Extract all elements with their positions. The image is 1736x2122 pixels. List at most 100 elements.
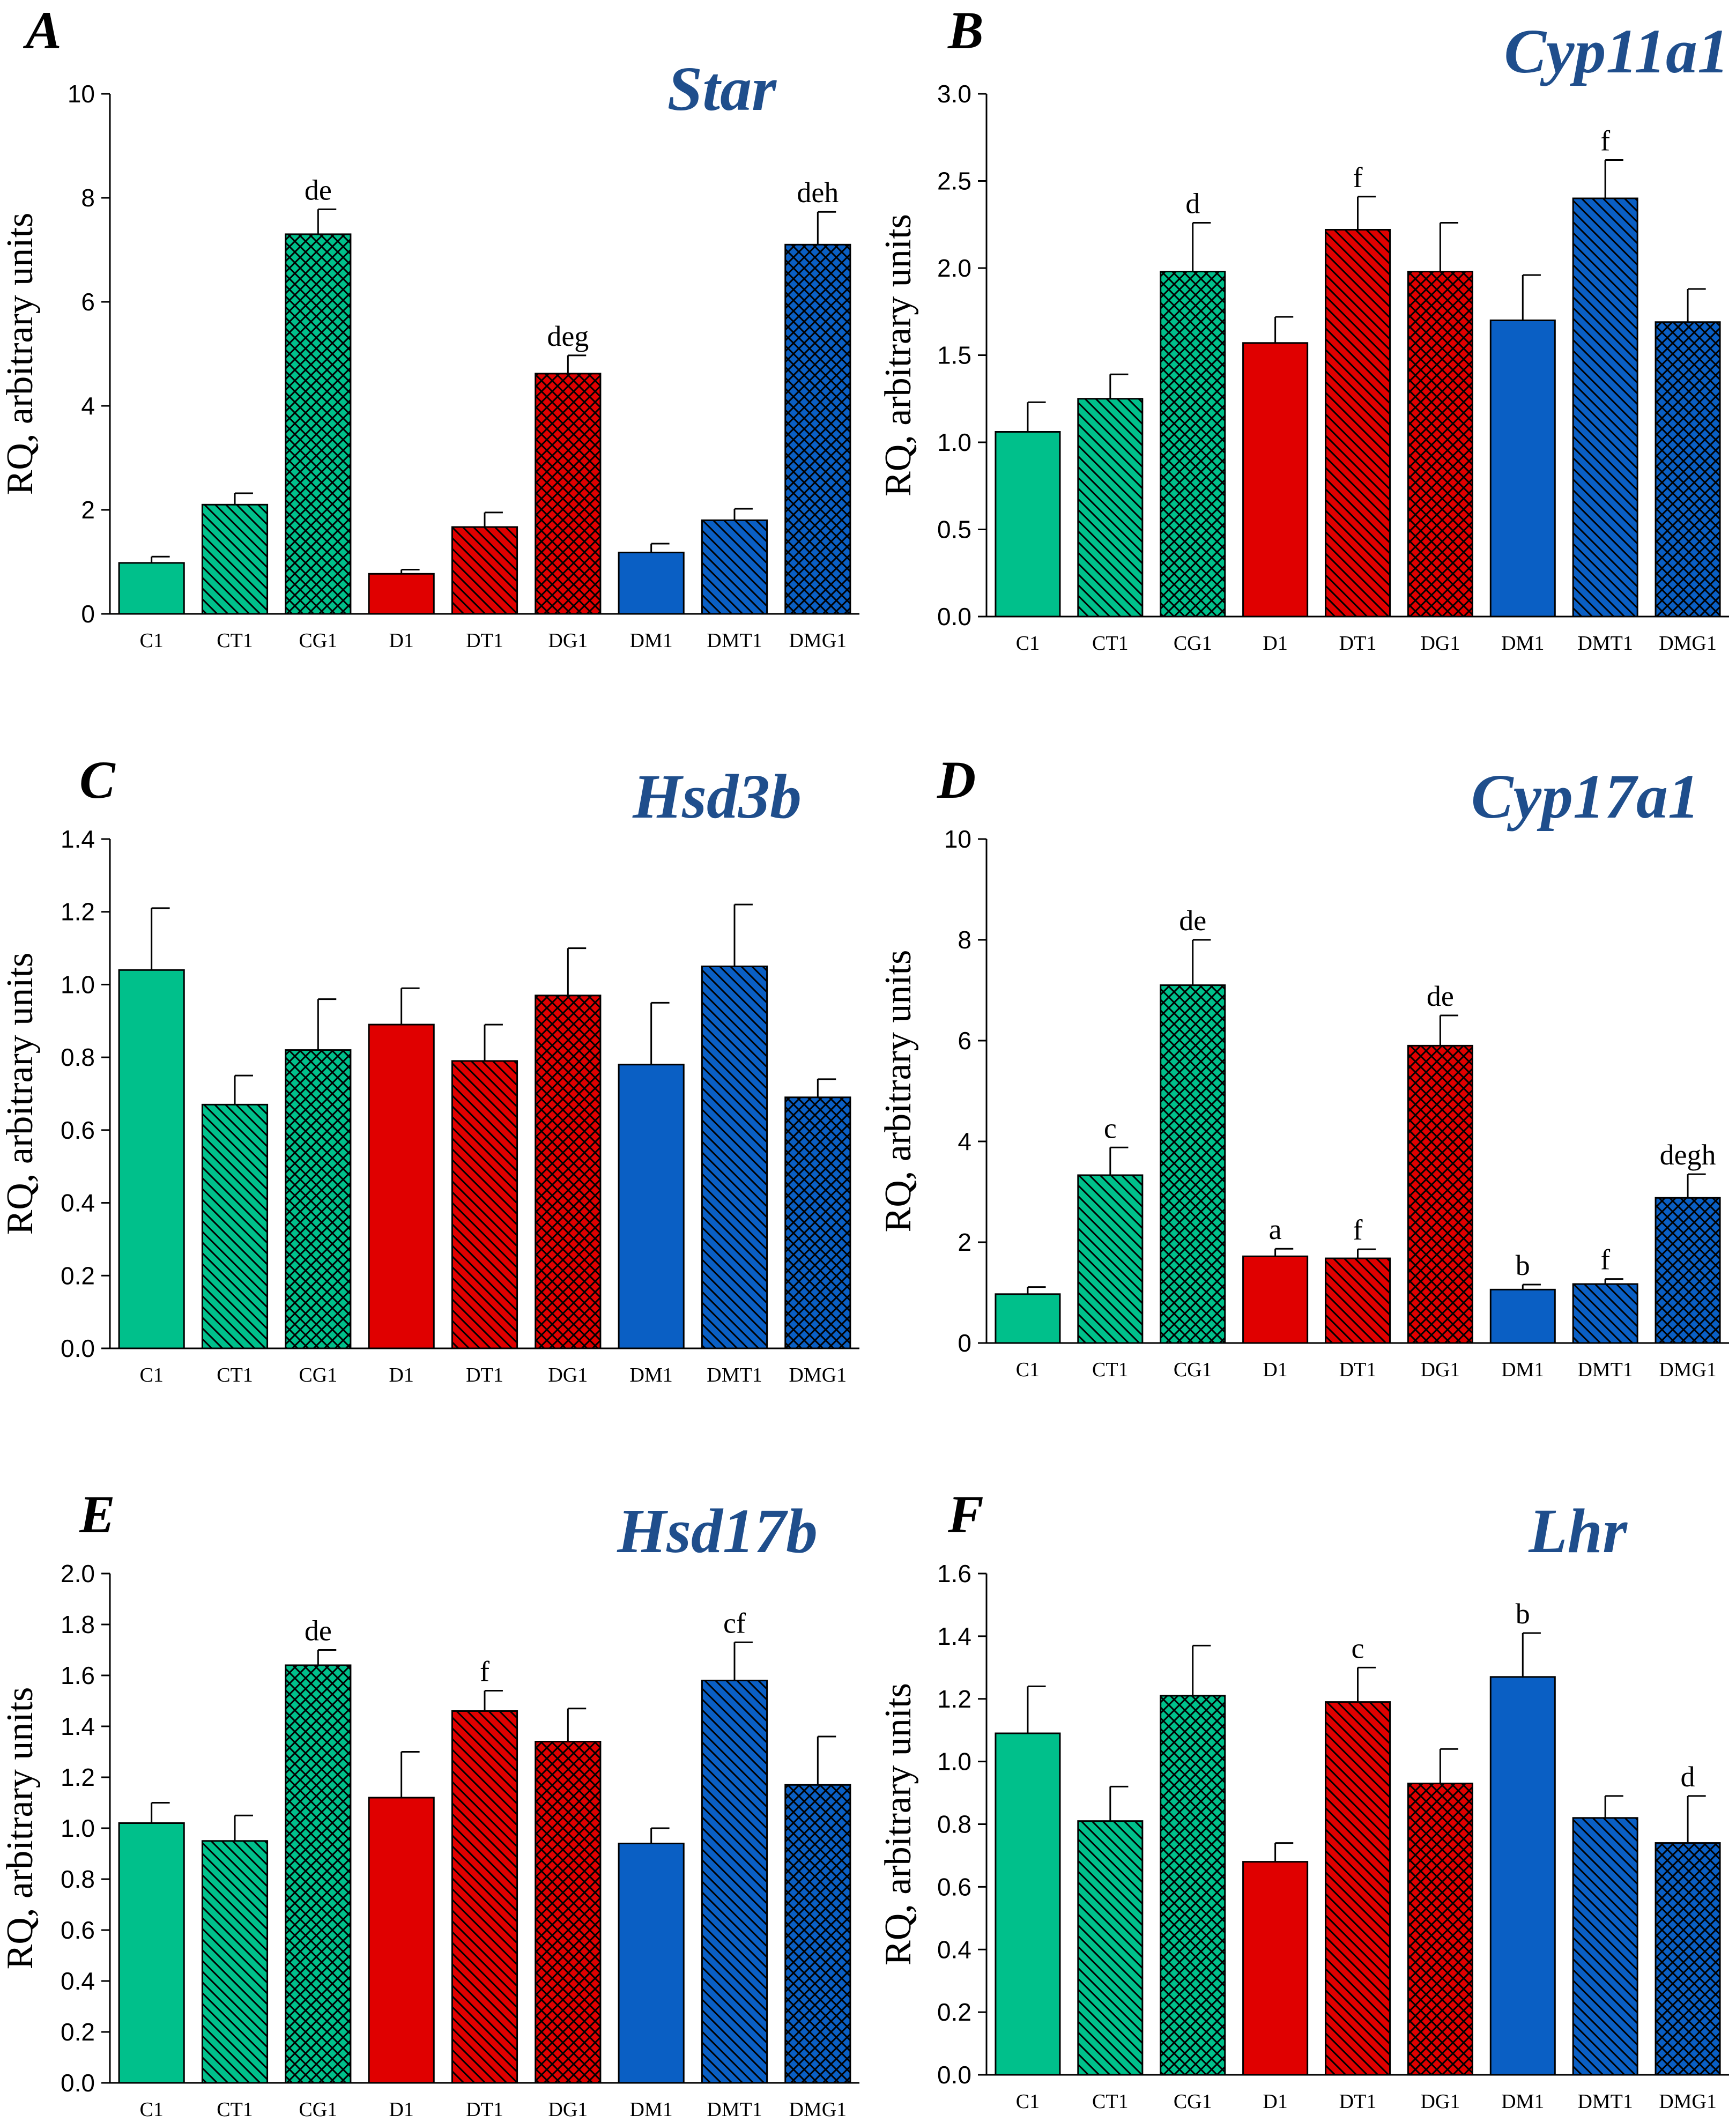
- bar-dt1: [451, 1060, 518, 1349]
- x-tick-label: D1: [389, 2098, 413, 2121]
- bar-c1: [118, 969, 185, 1349]
- significance-label: f: [1353, 161, 1363, 194]
- y-axis-label: RQ, arbitrary units: [878, 950, 919, 1233]
- x-tick-label: D1: [1263, 632, 1287, 655]
- significance-label: de: [305, 174, 332, 206]
- y-tick-label: 2: [81, 496, 95, 524]
- bar-c1: [118, 1822, 185, 2084]
- bar-dmt1: [701, 1680, 768, 2084]
- x-tick-label: DMT1: [1577, 632, 1633, 655]
- y-tick-label: 0.4: [61, 1189, 95, 1217]
- y-tick-label: 3.0: [937, 80, 971, 108]
- y-tick-label: 0: [81, 600, 95, 628]
- x-tick-label: DMG1: [789, 1364, 847, 1386]
- chart-title: Hsd3b: [632, 761, 802, 832]
- y-tick-label: 6: [81, 288, 95, 316]
- bar-dmt1: [701, 966, 768, 1349]
- y-tick-label: 0.2: [61, 1262, 95, 1289]
- bar-dmg1: [784, 243, 851, 615]
- significance-label: a: [1269, 1213, 1282, 1245]
- x-tick-label: DM1: [1501, 2090, 1544, 2113]
- bar-d1: [1242, 1861, 1309, 2076]
- x-tick-label: DT1: [466, 2098, 503, 2121]
- bar-dmt1: [1572, 1283, 1638, 1344]
- panel-letter: B: [947, 1, 984, 60]
- significance-label: b: [1516, 1249, 1530, 1281]
- y-tick-label: 1.8: [61, 1611, 95, 1638]
- x-tick-label: C1: [139, 1364, 163, 1386]
- bar-c1: [995, 431, 1061, 618]
- x-tick-label: CG1: [299, 2098, 337, 2121]
- x-tick-label: DMG1: [1659, 1359, 1717, 1381]
- significance-label: cf: [723, 1607, 746, 1639]
- significance-label: d: [1681, 1761, 1695, 1793]
- chart-title: Lhr: [1528, 1496, 1628, 1566]
- y-tick-label: 0.6: [937, 1873, 971, 1901]
- bar-ct1: [201, 1103, 269, 1349]
- y-tick-label: 1.4: [61, 1712, 95, 1740]
- significance-label: c: [1104, 1112, 1117, 1144]
- chart-title: Star: [667, 54, 777, 124]
- panel-letter: C: [79, 750, 116, 810]
- chart-title: Cyp11a1: [1504, 16, 1729, 86]
- bar-dt1: [1324, 229, 1391, 618]
- bar-dt1: [1324, 1701, 1391, 2076]
- x-tick-label: DT1: [1339, 1359, 1377, 1381]
- x-tick-label: CG1: [1174, 632, 1212, 655]
- y-tick-label: 1.0: [61, 1814, 95, 1842]
- y-tick-label: 0.2: [937, 1998, 971, 2026]
- y-tick-label: 0.8: [61, 1043, 95, 1071]
- x-tick-label: CT1: [217, 1364, 253, 1386]
- chart-panel-c: C Hsd3b RQ, arbitrary units 0.0 0.2 0.4 0.6 0.8…: [0, 750, 859, 1386]
- y-tick-label: 0.6: [61, 1916, 95, 1944]
- y-tick-label: 4: [958, 1127, 971, 1155]
- x-tick-label: DMT1: [707, 629, 762, 652]
- y-tick-label: 2.5: [937, 167, 971, 195]
- y-tick-label: 0.0: [937, 2061, 971, 2089]
- x-tick-label: DT1: [1339, 632, 1377, 655]
- x-tick-label: DT1: [466, 1364, 503, 1386]
- bar-cg1: [1160, 271, 1226, 618]
- x-tick-label: DG1: [1420, 1359, 1460, 1381]
- bar-dt1: [451, 1710, 518, 2084]
- y-axis-label: RQ, arbitrary units: [878, 1683, 919, 1965]
- panel-letter: E: [79, 1485, 115, 1544]
- x-tick-label: DMT1: [707, 2098, 762, 2121]
- y-tick-label: 4: [81, 392, 95, 420]
- x-tick-label: DMG1: [1659, 632, 1717, 655]
- chart-title: Cyp17a1: [1471, 761, 1700, 832]
- bar-dmg1: [1655, 1197, 1721, 1344]
- significance-label: f: [480, 1656, 489, 1688]
- bar-dg1: [535, 995, 602, 1349]
- y-axis-label: RQ, arbitrary units: [878, 214, 919, 496]
- significance-label: de: [1427, 980, 1454, 1012]
- bar-cg1: [1160, 984, 1226, 1344]
- significance-label: de: [305, 1615, 332, 1647]
- y-tick-label: 10: [944, 825, 971, 853]
- significance-label: deg: [547, 320, 589, 352]
- y-tick-label: 2.0: [937, 254, 971, 282]
- bar-dmg1: [784, 1784, 851, 2084]
- bar-dm1: [1489, 1676, 1556, 2076]
- y-tick-label: 0.4: [61, 1967, 95, 1995]
- y-tick-label: 1.5: [937, 342, 971, 369]
- bar-dt1: [1324, 1257, 1391, 1344]
- y-axis-label: RQ, arbitrary units: [0, 953, 41, 1235]
- x-tick-label: CG1: [1174, 2090, 1212, 2113]
- x-tick-label: DMT1: [1577, 2090, 1633, 2113]
- y-tick-label: 6: [958, 1027, 971, 1055]
- bar-dt1: [451, 526, 518, 615]
- y-tick-label: 0.0: [937, 603, 971, 630]
- bar-dmt1: [1572, 1817, 1638, 2076]
- y-tick-label: 0.5: [937, 516, 971, 544]
- x-tick-label: C1: [1016, 2090, 1040, 2113]
- bar-ct1: [1077, 1174, 1144, 1344]
- y-tick-label: 0: [958, 1329, 971, 1357]
- y-tick-label: 1.0: [937, 1748, 971, 1776]
- bar-c1: [118, 562, 185, 615]
- x-tick-label: CT1: [1092, 632, 1129, 655]
- significance-label: f: [1600, 125, 1610, 157]
- x-tick-label: DT1: [1339, 2090, 1377, 2113]
- x-tick-label: DG1: [548, 2098, 588, 2121]
- y-tick-label: 1.4: [937, 1622, 971, 1650]
